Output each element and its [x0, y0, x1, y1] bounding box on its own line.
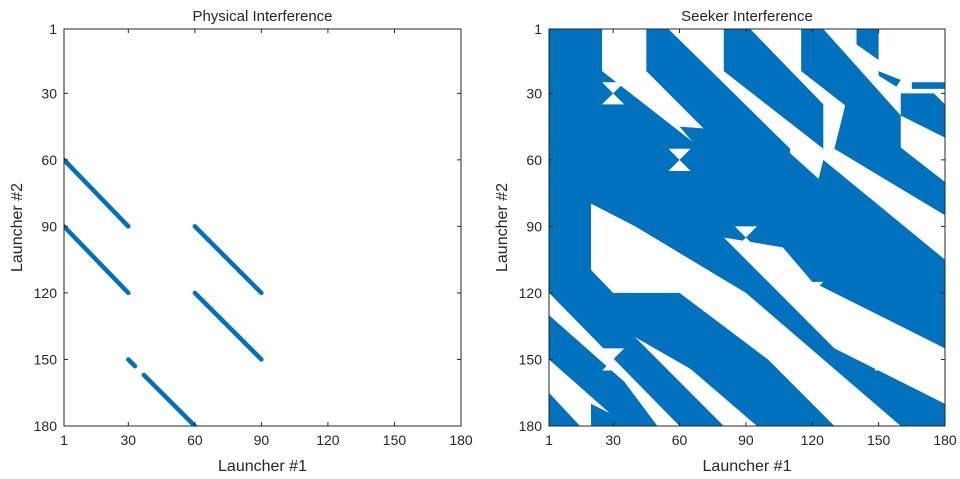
- clear-region: [602, 82, 625, 94]
- interference-region: [549, 226, 835, 426]
- data-layer: [64, 157, 264, 426]
- axes-box: [548, 28, 946, 427]
- x-tick-label: 120: [316, 432, 340, 448]
- y-tick-label: 150: [519, 351, 543, 367]
- interference-region: [801, 29, 901, 149]
- y-tick-label: 30: [41, 85, 57, 101]
- y-tick-label: 60: [526, 152, 542, 168]
- x-tick-label: 60: [672, 432, 688, 448]
- x-axis-label: Launcher #1: [703, 458, 792, 475]
- interference-band: [141, 372, 198, 426]
- interference-region: [549, 392, 580, 426]
- interference-region: [549, 137, 945, 426]
- x-tick-label: 30: [121, 432, 137, 448]
- y-tick-label: 90: [526, 218, 542, 234]
- y-tick-label: 180: [519, 418, 543, 434]
- x-tick-label: 180: [933, 432, 957, 448]
- axes-box: [63, 28, 462, 427]
- y-tick-label: 150: [34, 351, 58, 367]
- clear-region: [668, 159, 691, 171]
- interference-region: [591, 403, 636, 426]
- y-tick-label: 90: [41, 218, 57, 234]
- x-tick-label: 1: [545, 432, 553, 448]
- y-axis-label: Launcher #2: [9, 183, 26, 272]
- clear-region: [801, 292, 824, 305]
- axes-physical-interference: 1 30 60 90 120 150 1801306090120150180Physical…: [9, 8, 473, 475]
- data-layer: [549, 29, 945, 426]
- clear-region: [801, 281, 824, 293]
- clear-region: [602, 93, 625, 105]
- interference-band: [64, 157, 131, 229]
- x-tick-label: 120: [801, 432, 825, 448]
- chart-title: Physical Interference: [192, 8, 332, 25]
- interference-region: [723, 29, 824, 149]
- clear-region: [734, 226, 757, 238]
- x-tick-label: 90: [254, 432, 270, 448]
- interference-region: [549, 29, 791, 426]
- interference-region: [911, 82, 945, 89]
- interference-region: [679, 126, 945, 349]
- interference-region: [900, 93, 945, 138]
- interference-region: [679, 326, 813, 426]
- interference-region: [878, 71, 901, 87]
- y-tick-label: 1: [49, 21, 57, 37]
- y-axis-label: Launcher #2: [494, 183, 511, 272]
- clear-region: [602, 348, 625, 360]
- x-tick-label: 150: [867, 432, 891, 448]
- interference-region: [834, 104, 945, 216]
- clear-region: [602, 359, 625, 371]
- plot-area: [64, 29, 461, 426]
- x-tick-label: 30: [605, 432, 621, 448]
- chart-title: Seeker Interference: [681, 8, 813, 25]
- clear-region: [668, 148, 691, 160]
- x-tick-label: 60: [187, 432, 203, 448]
- x-tick-label: 1: [60, 432, 68, 448]
- x-tick-label: 150: [383, 432, 407, 448]
- x-tick-label: 90: [738, 432, 754, 448]
- x-tick-label: 180: [449, 432, 473, 448]
- interference-region: [812, 159, 945, 305]
- interference-band: [64, 224, 131, 296]
- interference-band: [192, 224, 264, 296]
- clear-region: [874, 359, 897, 371]
- y-tick-label: 120: [519, 285, 543, 301]
- y-tick-label: 180: [34, 418, 58, 434]
- y-tick-label: 60: [41, 152, 57, 168]
- y-tick-label: 1: [534, 21, 542, 37]
- interference-region: [856, 29, 879, 61]
- x-axis-label: Launcher #1: [218, 458, 307, 475]
- y-tick-label: 30: [526, 85, 542, 101]
- interference-band: [126, 357, 138, 369]
- clear-region: [874, 348, 897, 360]
- interference-band: [192, 290, 264, 362]
- clear-region: [734, 237, 757, 249]
- y-tick-label: 120: [34, 285, 58, 301]
